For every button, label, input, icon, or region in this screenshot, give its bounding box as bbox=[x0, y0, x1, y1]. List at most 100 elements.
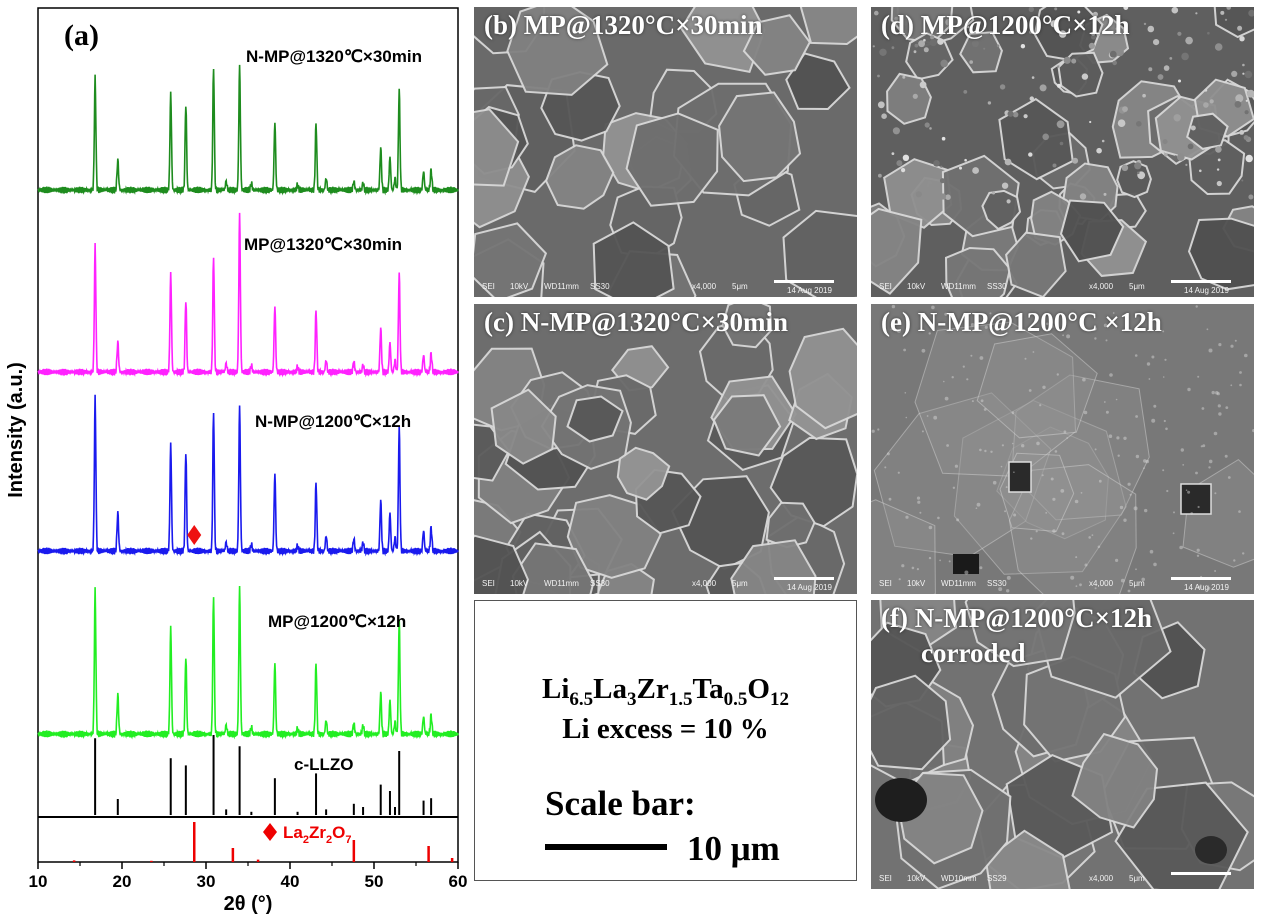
sem-grain-shape bbox=[971, 400, 974, 403]
sem-voltage: 10kV bbox=[510, 579, 529, 588]
sem-grain-shape bbox=[1096, 147, 1102, 154]
sem-grain-shape bbox=[1213, 7, 1254, 39]
sem-grain-shape bbox=[1088, 536, 1091, 539]
sem-grain-shape bbox=[1244, 110, 1249, 115]
sem-grain-shape bbox=[1127, 482, 1131, 486]
sem-grain-shape bbox=[1214, 43, 1223, 51]
sem-grain-shape bbox=[1231, 70, 1238, 77]
series-label: MP@1320℃×30min bbox=[244, 235, 402, 254]
sem-grain-shape bbox=[1163, 419, 1166, 423]
sem-grain-shape bbox=[877, 74, 880, 78]
sem-grain-shape bbox=[1097, 545, 1101, 549]
sem-grain-shape bbox=[1153, 562, 1157, 567]
sem-grain-shape bbox=[943, 380, 945, 383]
sem-grain-shape bbox=[1011, 374, 1150, 521]
sem-grain-shape bbox=[1162, 330, 1165, 333]
sem-mode: SEI bbox=[879, 874, 892, 883]
scale-bar-line bbox=[545, 844, 667, 850]
sem-grain-shape bbox=[1234, 339, 1237, 342]
sem-working-distance: WD11mm bbox=[544, 579, 579, 588]
sem-grain-shape bbox=[1072, 157, 1079, 164]
sem-grain-shape bbox=[924, 122, 930, 128]
sem-grain-shape bbox=[1063, 56, 1071, 64]
sem-grain-shape bbox=[1177, 31, 1182, 36]
sem-grain-shape bbox=[1052, 163, 1057, 168]
sem-grain-shape bbox=[970, 354, 973, 357]
sem-grain-shape bbox=[913, 50, 917, 54]
sem-grain-shape bbox=[1239, 383, 1242, 387]
sem-grain-shape bbox=[1230, 384, 1233, 387]
sem-grain-shape bbox=[1211, 390, 1215, 395]
sem-texture bbox=[474, 7, 857, 297]
sem-grain-shape bbox=[890, 328, 893, 331]
sem-grain-shape bbox=[1199, 169, 1202, 173]
sem-grain-shape bbox=[1244, 353, 1248, 358]
sem-grain-shape bbox=[937, 38, 944, 45]
sem-grain-shape bbox=[979, 566, 983, 570]
sem-grain-shape bbox=[1197, 505, 1200, 509]
sem-grain-shape bbox=[1005, 486, 1008, 489]
sem-grain-shape bbox=[903, 348, 906, 352]
sem-scale-bar bbox=[774, 577, 834, 580]
sem-grain-shape bbox=[1245, 99, 1248, 102]
sem-grain-shape bbox=[894, 16, 899, 21]
sem-grain-shape bbox=[1115, 558, 1119, 562]
sem-grain-shape bbox=[1245, 154, 1253, 163]
sem-panel-b: (b) MP@1320°C×30min SEI 10kV WD11mm SS30… bbox=[474, 7, 857, 297]
sem-grain-shape bbox=[979, 356, 984, 360]
sem-grain-shape bbox=[1028, 152, 1033, 157]
sem-grain-shape bbox=[1187, 143, 1194, 150]
sem-grain-shape bbox=[788, 327, 857, 430]
sem-grain-shape bbox=[1006, 199, 1011, 204]
sem-grain-shape bbox=[1233, 559, 1236, 562]
sem-spot-size: SS30 bbox=[987, 579, 1007, 588]
sem-grain-shape bbox=[1134, 354, 1138, 357]
sem-grain-shape bbox=[1123, 436, 1127, 440]
sem-grain-shape bbox=[991, 191, 996, 195]
sem-grain-shape bbox=[1050, 477, 1054, 481]
sem-grain-shape bbox=[1039, 84, 1047, 92]
sem-grain-shape bbox=[979, 448, 982, 452]
sem-grain-shape bbox=[902, 18, 910, 26]
xrd-series-line bbox=[37, 585, 459, 740]
sem-info-strip: SEI 10kV WD11mm SS30 x4,000 5μm 14 Aug 2… bbox=[879, 280, 1246, 295]
sem-grain-shape bbox=[1143, 467, 1145, 470]
sem-grain-shape bbox=[918, 40, 925, 48]
sem-grain-shape bbox=[1042, 133, 1049, 141]
sem-grain-shape bbox=[972, 167, 979, 174]
sem-grain-shape bbox=[1225, 406, 1229, 409]
sem-grain-shape bbox=[506, 7, 609, 96]
sem-grain-shape bbox=[939, 559, 941, 562]
sem-grain-shape bbox=[1173, 511, 1175, 514]
sem-grain-shape bbox=[952, 486, 956, 489]
sem-grain-shape bbox=[1035, 530, 1038, 533]
sem-grain-shape bbox=[1153, 39, 1160, 46]
sem-grain-shape bbox=[891, 304, 896, 309]
sem-grain-shape bbox=[911, 566, 915, 570]
sem-grain-shape bbox=[1145, 459, 1150, 464]
sem-grain-shape bbox=[1137, 171, 1140, 175]
sem-grain-shape bbox=[953, 554, 979, 574]
sem-grain-shape bbox=[946, 444, 949, 447]
sem-grain-shape bbox=[1119, 505, 1124, 510]
sem-grain-shape bbox=[1201, 407, 1205, 410]
sem-mode: SEI bbox=[879, 282, 892, 291]
sem-grain-shape bbox=[1166, 489, 1169, 493]
sem-grain-shape bbox=[1242, 63, 1245, 67]
sem-grain-shape bbox=[1244, 70, 1253, 79]
sem-grain-shape bbox=[1226, 7, 1231, 10]
sem-grain-shape bbox=[989, 312, 992, 315]
sem-grain-shape bbox=[1241, 179, 1244, 182]
sem-grain-shape bbox=[1180, 448, 1184, 452]
sem-grain-shape bbox=[1203, 102, 1209, 108]
sem-grain-shape bbox=[721, 304, 773, 349]
sem-scale-text: 5μm bbox=[1129, 579, 1145, 588]
sem-grain-shape bbox=[912, 93, 918, 99]
sem-grain-shape bbox=[891, 152, 895, 156]
scale-bar-title: Scale bar: bbox=[545, 784, 696, 823]
sem-grain-shape bbox=[1215, 391, 1219, 395]
sem-grain-shape bbox=[1248, 194, 1254, 200]
sem-grain-shape bbox=[1011, 411, 1015, 415]
sem-grain-shape bbox=[1083, 410, 1088, 415]
sem-grain-shape bbox=[1136, 121, 1142, 127]
